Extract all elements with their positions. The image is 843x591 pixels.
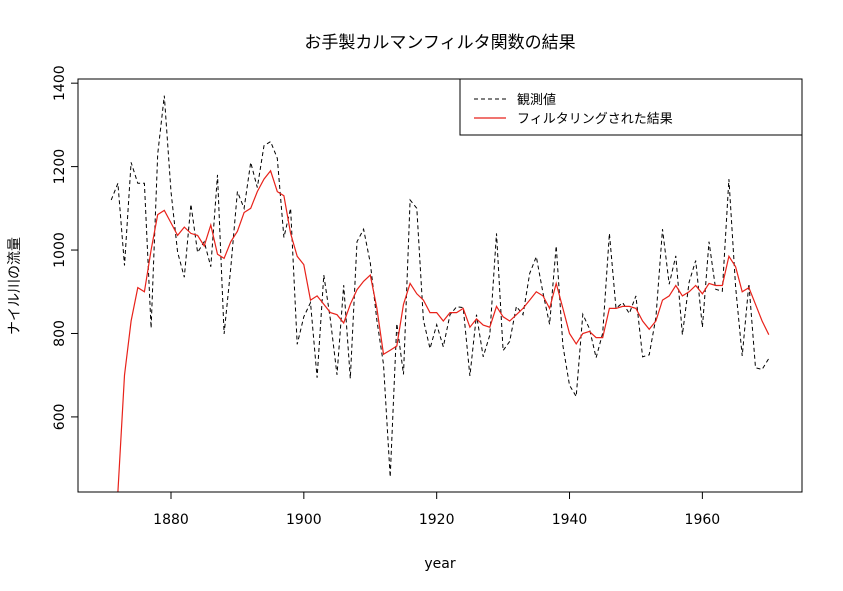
x-tick-label: 1900: [286, 512, 322, 528]
series-line-observed: [110, 95, 770, 478]
x-tick-label: 1960: [685, 512, 721, 528]
y-axis: 600 800 1000 1200 1400: [52, 65, 79, 431]
x-tick-label: 1880: [153, 512, 189, 528]
chart-title: お手製カルマンフィルタ関数の結果: [304, 33, 575, 53]
x-tick-label: 1940: [552, 512, 588, 528]
plot-area: [110, 95, 770, 492]
y-tick-label: 1000: [52, 232, 68, 268]
x-axis-label: year: [424, 556, 455, 572]
legend-label-observed: 観測値: [517, 92, 556, 108]
y-axis-label: ナイル川の流量: [7, 237, 23, 335]
y-tick-label: 600: [52, 404, 68, 431]
legend: 観測値 フィルタリングされた結果: [459, 78, 803, 136]
legend-box: [459, 78, 803, 136]
y-tick-label: 1200: [52, 149, 68, 185]
y-tick-label: 800: [52, 320, 68, 347]
x-axis: 1880 1900 1920 1940 1960: [153, 491, 721, 528]
legend-label-filtered: フィルタリングされた結果: [517, 112, 673, 127]
x-tick-label: 1920: [419, 512, 455, 528]
plot-frame: [77, 78, 803, 493]
series-line-filtered: [117, 169, 770, 492]
y-tick-label: 1400: [52, 65, 68, 101]
